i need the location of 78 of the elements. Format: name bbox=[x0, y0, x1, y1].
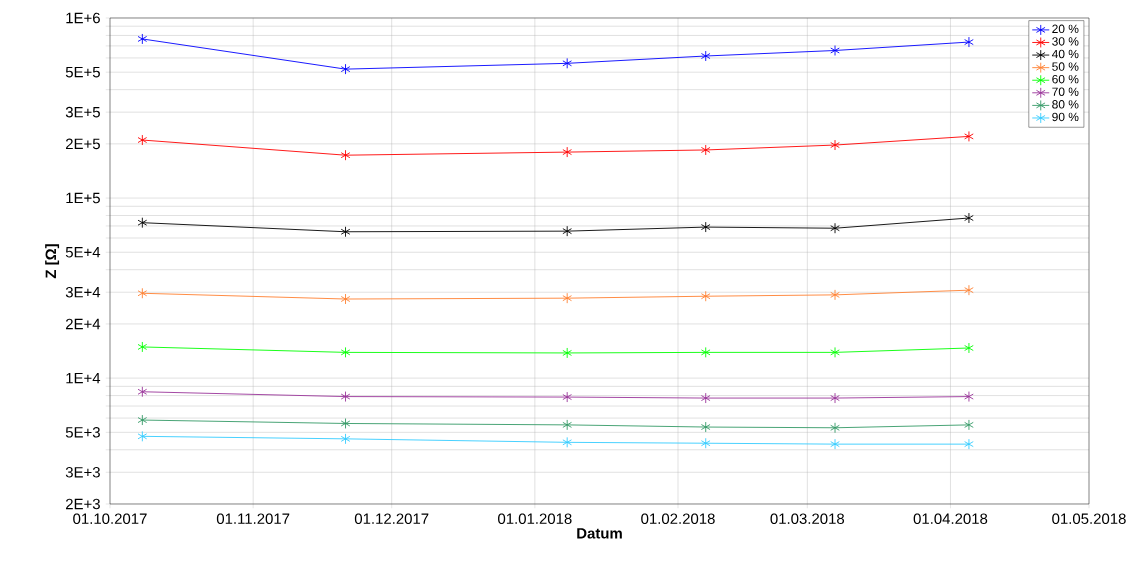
legend-label: 30 % bbox=[1052, 37, 1079, 46]
point bbox=[137, 386, 148, 398]
point bbox=[562, 436, 572, 448]
point bbox=[700, 144, 711, 156]
y-tick-label: 1E+6 bbox=[66, 12, 100, 24]
point bbox=[137, 217, 148, 229]
point bbox=[700, 221, 711, 233]
y-tick-label: 5E+4 bbox=[65, 247, 101, 258]
point bbox=[964, 391, 974, 402]
point bbox=[830, 438, 840, 450]
point bbox=[562, 225, 572, 237]
point bbox=[700, 392, 711, 404]
legend-label: 40 % bbox=[1051, 49, 1079, 59]
point bbox=[830, 45, 840, 56]
point bbox=[137, 134, 148, 146]
point bbox=[830, 289, 840, 301]
point bbox=[964, 342, 974, 354]
point bbox=[340, 391, 351, 402]
point bbox=[964, 284, 974, 296]
x-tick-label: 01.02.2018 bbox=[641, 513, 715, 524]
point bbox=[562, 347, 572, 359]
x-tick-label: 01.10.2017 bbox=[73, 513, 147, 524]
point bbox=[964, 212, 974, 224]
point bbox=[340, 346, 351, 358]
y-tick-label: 3E+3 bbox=[65, 466, 100, 478]
y-tick-label: 5E+3 bbox=[65, 427, 100, 438]
x-tick-label: 01.11.2017 bbox=[216, 513, 290, 524]
y-tick-label: 2E+5 bbox=[66, 138, 100, 150]
point bbox=[137, 287, 148, 299]
point bbox=[700, 421, 711, 433]
point bbox=[137, 33, 148, 45]
point bbox=[964, 419, 974, 431]
legend-label: 70 % bbox=[1052, 87, 1079, 96]
point bbox=[340, 149, 351, 161]
y-axis-title: Z [Ω] bbox=[45, 244, 60, 279]
legend-label: 20 % bbox=[1052, 24, 1079, 34]
point bbox=[830, 422, 840, 434]
y-tick-label: 3E+4 bbox=[65, 286, 101, 298]
point bbox=[340, 63, 351, 75]
point bbox=[562, 146, 572, 158]
point bbox=[562, 419, 572, 431]
point bbox=[964, 36, 974, 48]
y-tick-label: 2E+4 bbox=[66, 318, 101, 330]
point bbox=[700, 290, 711, 302]
point bbox=[562, 391, 572, 403]
point bbox=[562, 57, 572, 69]
point bbox=[964, 438, 974, 450]
y-tick-label: 1E+5 bbox=[66, 192, 100, 204]
point bbox=[830, 222, 840, 234]
point bbox=[830, 139, 840, 151]
x-axis-title: Datum bbox=[577, 528, 622, 539]
y-tick-label: 1E+4 bbox=[66, 372, 101, 384]
x-tick-label: 01.04.2018 bbox=[913, 513, 988, 524]
x-tick-label: 01.01.2018 bbox=[498, 513, 572, 524]
point bbox=[340, 293, 351, 305]
point bbox=[340, 226, 351, 238]
point bbox=[964, 130, 974, 142]
x-tick-label: 01.05.2018 bbox=[1052, 513, 1126, 524]
point bbox=[137, 414, 148, 426]
y-tick-label: 3E+5 bbox=[65, 106, 100, 118]
point bbox=[700, 50, 711, 62]
legend-label: 60 % bbox=[1052, 74, 1079, 84]
point bbox=[830, 346, 840, 358]
point bbox=[700, 346, 711, 358]
point bbox=[137, 430, 148, 442]
legend-label: 50 % bbox=[1052, 62, 1079, 71]
y-tick-label: 5E+5 bbox=[65, 66, 100, 78]
point bbox=[137, 341, 148, 353]
x-tick-label: 01.03.2018 bbox=[770, 513, 845, 524]
point bbox=[700, 437, 711, 449]
point bbox=[340, 433, 351, 445]
point bbox=[830, 392, 840, 404]
x-tick-label: 01.12.2017 bbox=[354, 513, 429, 524]
y-tick-label: 2E+3 bbox=[66, 498, 100, 510]
point bbox=[562, 292, 572, 304]
point bbox=[340, 418, 351, 429]
legend-label: 80 % bbox=[1052, 100, 1079, 109]
legend-label: 90 % bbox=[1052, 112, 1079, 122]
